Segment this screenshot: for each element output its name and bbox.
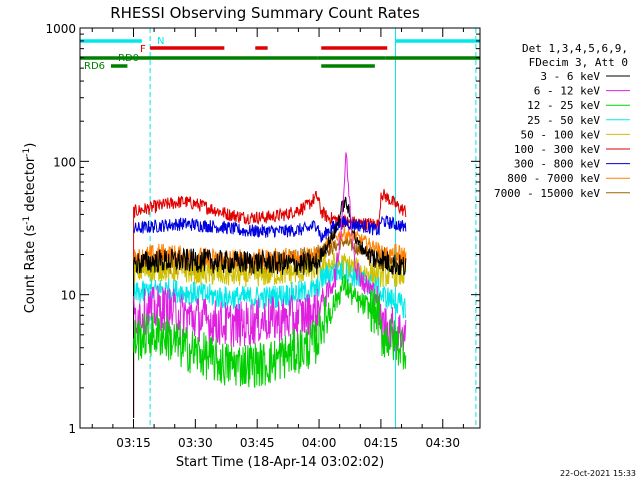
legend-header-line-1: Det 1,3,4,5,6,9, — [522, 42, 628, 55]
chart-title: RHESSI Observing Summary Count Rates — [110, 4, 420, 22]
series-line-3 — [133, 274, 407, 388]
y-tick-label-2: 10 — [61, 289, 76, 303]
legend-label-9: 7000 - 15000 keV — [494, 187, 600, 200]
legend-label-8: 800 - 7000 keV — [507, 172, 600, 185]
x-tick-label-4: 04:00 — [302, 436, 337, 450]
legend-label-1: 3 - 6 keV — [540, 70, 600, 83]
legend-label-2: 6 - 12 keV — [534, 85, 601, 98]
flag-rd6-label: RD6 — [84, 61, 105, 72]
legend-header-line-2: FDecim 3, Att 0 — [529, 56, 628, 69]
series-line-5 — [133, 252, 407, 288]
plot-frame — [79, 27, 481, 429]
x-tick-label-6: 04:30 — [425, 436, 460, 450]
flag-f-label: F — [140, 44, 146, 55]
flag-rd0-label: RD0 — [118, 53, 139, 64]
legend-label-7: 300 - 800 keV — [514, 158, 600, 171]
legend-label-6: 100 - 300 keV — [514, 143, 600, 156]
y-axis-label-main: Count Rate (s — [23, 225, 38, 314]
y-axis-label: Count Rate (s-1 detector-1) — [22, 143, 38, 314]
x-tick-label-5: 04:15 — [364, 436, 399, 450]
legend: Det 1,3,4,5,6,9,FDecim 3, Att 03 - 6 keV… — [494, 42, 630, 200]
series-line-6 — [133, 188, 407, 418]
legend-label-4: 25 - 50 keV — [527, 114, 600, 127]
y-tick-label-4: 1000 — [45, 22, 76, 36]
series-lines — [133, 152, 407, 418]
axis-ticks: 03:15 03:30 03:45 04:00 04:15 04:30 1 10 100 1000 — [45, 22, 480, 450]
y-tick-label-1: 1 — [68, 422, 76, 436]
flag-n-label: N — [157, 36, 164, 47]
series-line-4 — [133, 260, 407, 319]
y-tick-label-3: 100 — [53, 155, 76, 169]
y-axis-label-sup: -1 — [22, 216, 32, 225]
x-axis-label: Start Time (18-Apr-14 03:02:02) — [176, 455, 384, 470]
x-tick-label-1: 03:15 — [116, 436, 151, 450]
series-line-1 — [133, 196, 407, 418]
legend-label-3: 12 - 25 keV — [527, 99, 600, 112]
legend-label-5: 50 - 100 keV — [521, 128, 601, 141]
y-axis-label-tail: detector — [23, 156, 38, 216]
series-line-7 — [133, 215, 407, 243]
x-tick-label-2: 03:30 — [178, 436, 213, 450]
generation-timestamp: 22-Oct-2021 15:33 — [560, 469, 636, 478]
series-line-2 — [133, 152, 407, 354]
y-axis-label-sup2: -1 — [22, 148, 32, 157]
x-tick-label-3: 03:45 — [240, 436, 275, 450]
y-axis-label-end: ) — [23, 143, 38, 148]
